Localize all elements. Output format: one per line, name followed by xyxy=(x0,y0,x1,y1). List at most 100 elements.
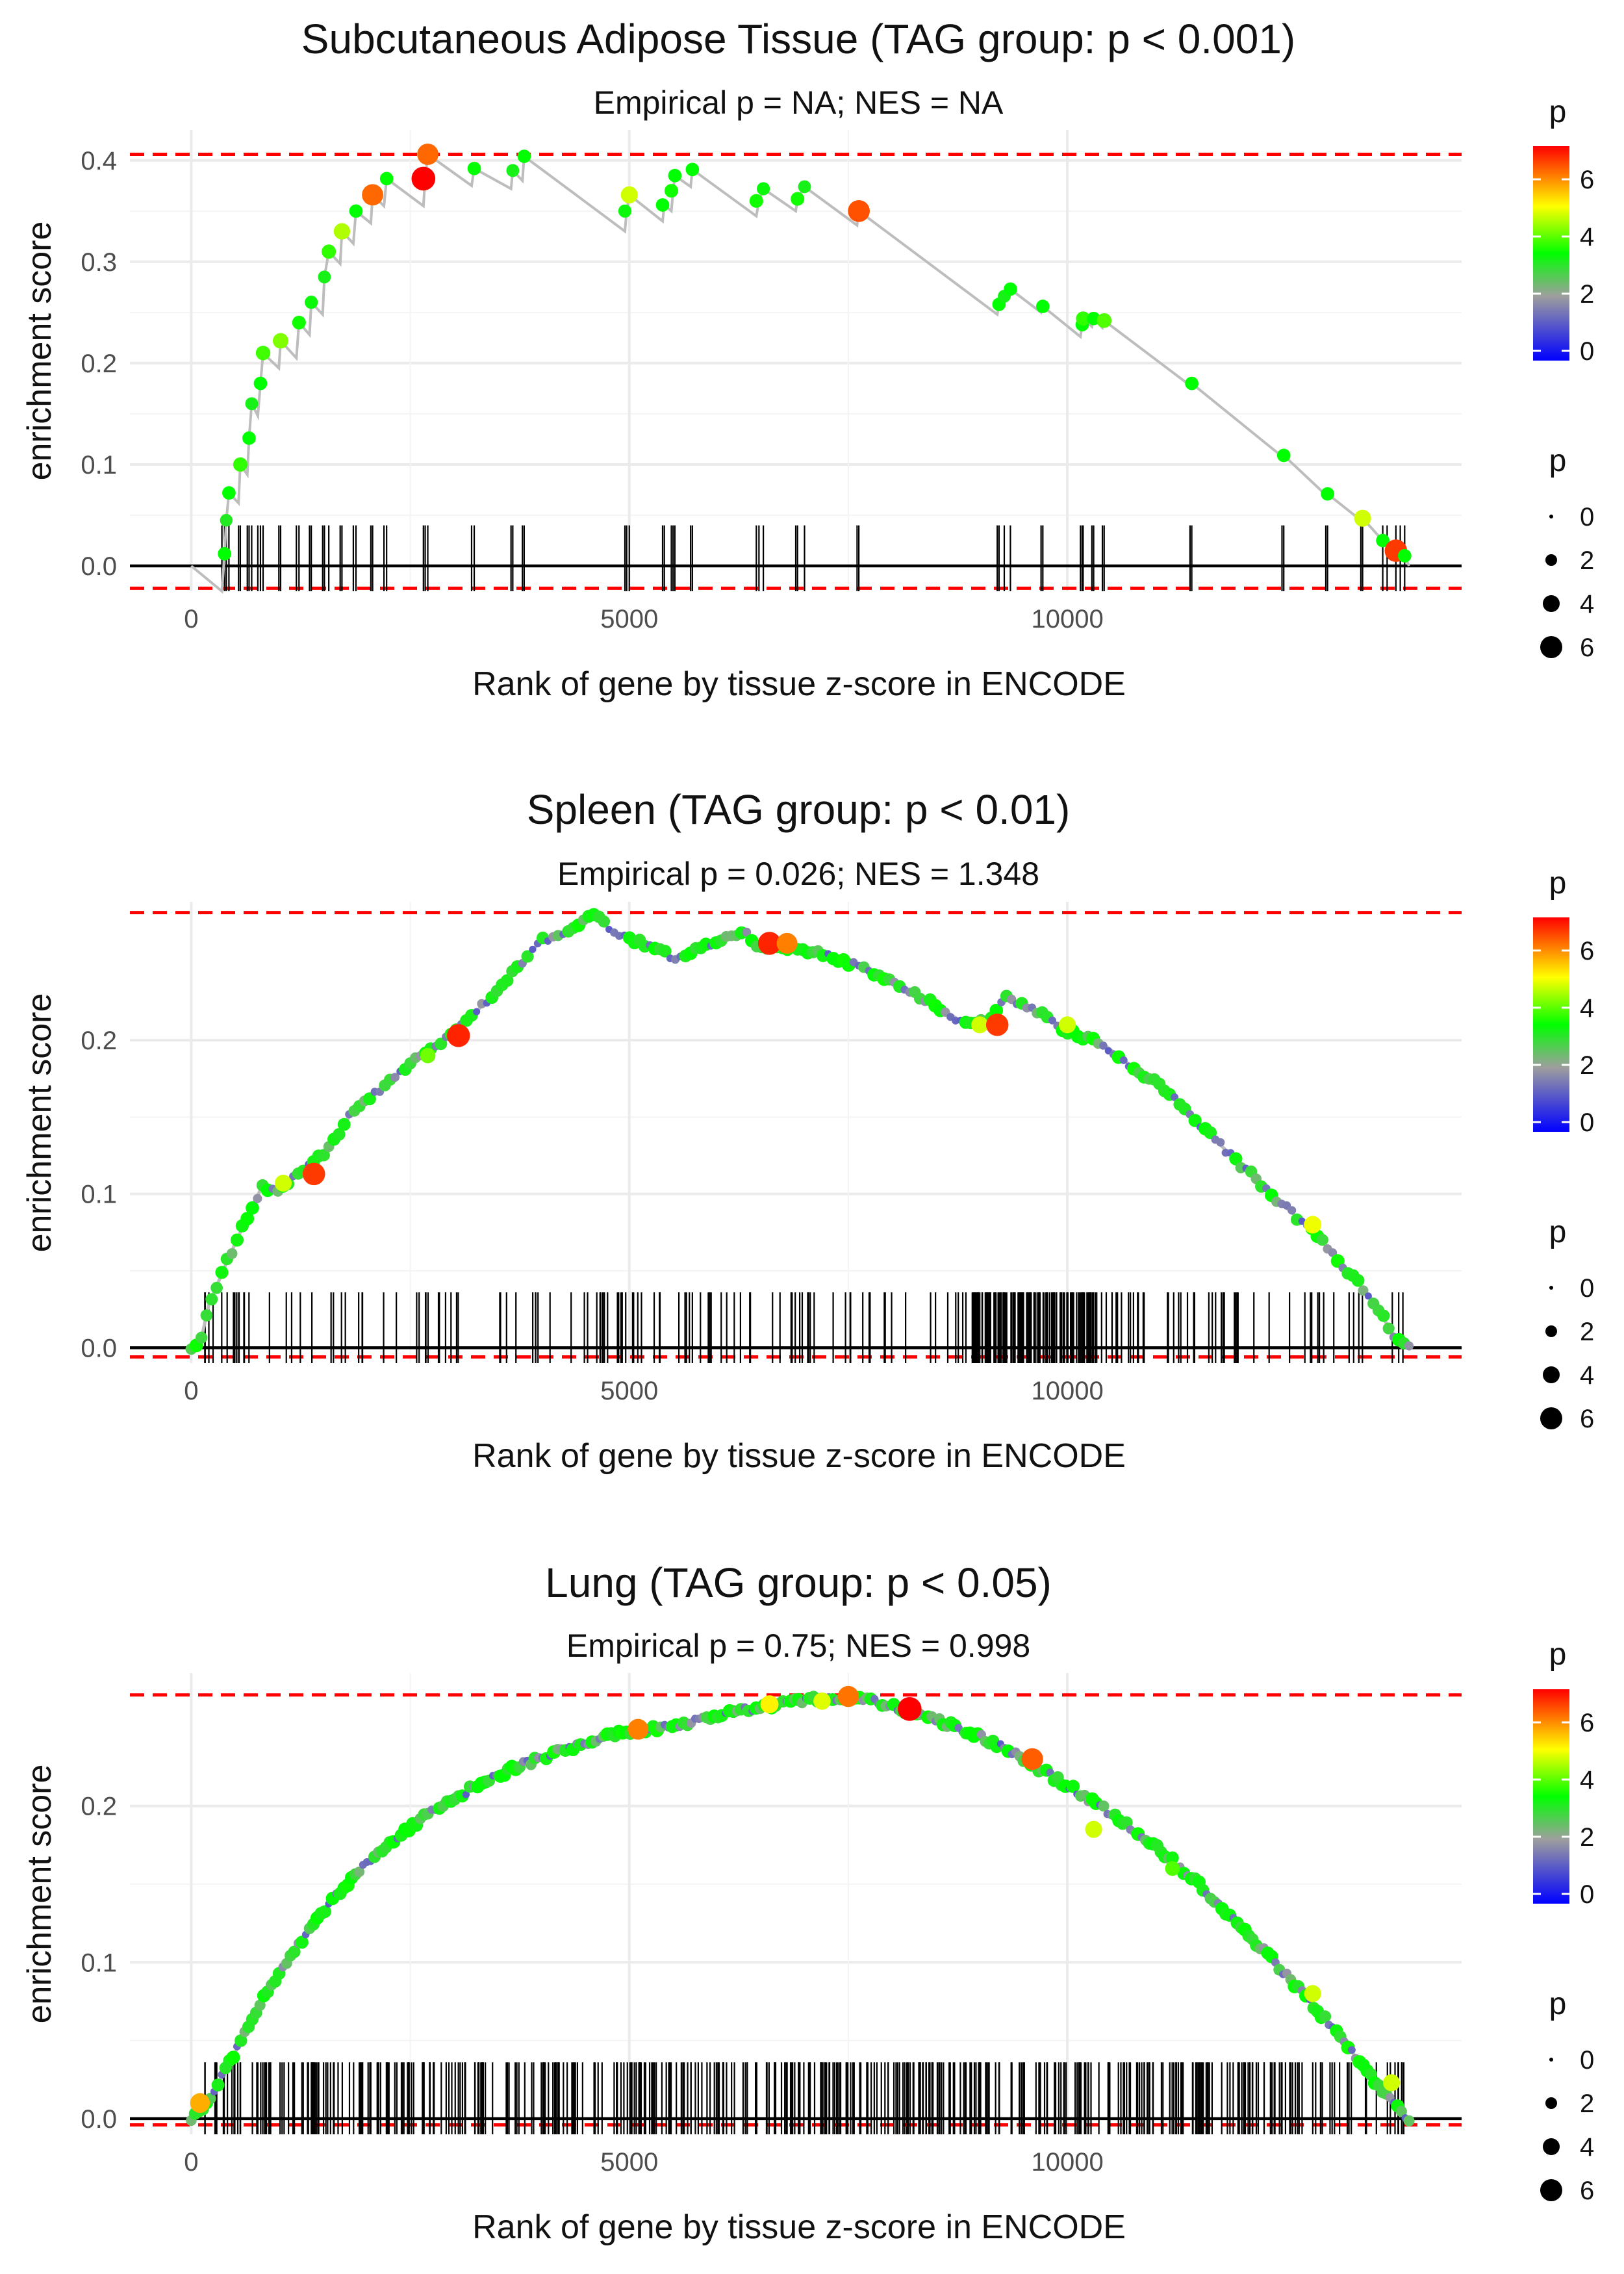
size-legend: p 0 2 4 6 xyxy=(1540,1987,1594,2205)
y-tick-label: 0.0 xyxy=(81,552,117,581)
size-legend-title: p xyxy=(1549,1215,1567,1249)
hit-point xyxy=(776,932,798,954)
hit-point xyxy=(218,546,232,561)
hit-point xyxy=(349,204,363,218)
hit-point xyxy=(317,1149,330,1162)
color-legend-label: 6 xyxy=(1580,1709,1594,1737)
size-legend-label: 0 xyxy=(1580,2046,1594,2075)
size-legend-label: 0 xyxy=(1580,503,1594,531)
hit-point xyxy=(1403,2115,1415,2127)
y-tick-label: 0.2 xyxy=(81,1027,117,1055)
size-legend-title: p xyxy=(1549,444,1567,478)
size-legend-dot xyxy=(1540,636,1562,658)
hit-point xyxy=(1165,1851,1179,1865)
hit-point xyxy=(655,198,670,212)
y-tick-label: 0.0 xyxy=(81,1334,117,1362)
hit-point xyxy=(1319,2010,1332,2023)
hit-point xyxy=(205,1293,218,1306)
hit-point xyxy=(685,162,700,177)
hit-point xyxy=(1316,1234,1328,1246)
hit-point xyxy=(245,397,259,411)
hit-point xyxy=(1229,1152,1243,1166)
y-tick-label: 0.3 xyxy=(81,248,117,277)
enrichment-trace xyxy=(190,151,1410,594)
hit-point xyxy=(1066,1780,1080,1793)
hit-point xyxy=(222,486,236,500)
hit-point xyxy=(1048,1016,1057,1025)
hit-point xyxy=(1185,376,1199,390)
size-legend-dot xyxy=(1540,2179,1562,2201)
size-legend-label: 2 xyxy=(1580,546,1594,575)
hit-point xyxy=(521,950,534,963)
color-legend-title: p xyxy=(1549,95,1567,129)
y-tick-label: 0.2 xyxy=(81,1793,117,1821)
hit-point xyxy=(230,1233,244,1247)
hit-point xyxy=(417,144,438,165)
hit-point xyxy=(760,1695,779,1714)
size-legend-dot xyxy=(1543,2138,1560,2155)
hit-point xyxy=(318,1905,332,1919)
hit-point xyxy=(322,244,336,259)
hit-point xyxy=(288,1945,301,1958)
hit-point xyxy=(1076,311,1091,326)
hit-point xyxy=(1383,2074,1401,2091)
hit-point xyxy=(989,1003,1004,1017)
color-bar xyxy=(1533,146,1569,361)
hit-point xyxy=(242,431,256,445)
hit-point xyxy=(813,1693,831,1710)
hit-point xyxy=(379,172,394,186)
size-legend-label: 2 xyxy=(1580,2089,1594,2118)
hit-point xyxy=(195,1331,208,1344)
plot-area: 0.0 0.1 0.2 0.3 0.4 0 5000 10000 xyxy=(81,130,1462,633)
hit-point xyxy=(1099,1041,1108,1050)
hit-point xyxy=(211,2078,225,2091)
size-legend: p 0 2 4 6 xyxy=(1540,1215,1594,1433)
size-legend-dot xyxy=(1545,2097,1557,2109)
hit-point xyxy=(302,1162,325,1186)
x-axis-title: Rank of gene by tissue z-score in ENCODE xyxy=(472,1437,1126,1475)
hit-point xyxy=(517,149,531,163)
y-axis-title: enrichment score xyxy=(21,1765,58,2024)
chart-subtitle: Empirical p = 0.75; NES = 0.998 xyxy=(566,1628,1030,1664)
hit-point xyxy=(1351,1273,1365,1287)
x-tick-label: 10000 xyxy=(1031,2148,1103,2177)
size-legend-dot xyxy=(1543,1366,1560,1383)
color-legend-label: 0 xyxy=(1580,1880,1594,1909)
hit-point xyxy=(447,1024,470,1047)
x-axis-title: Rank of gene by tissue z-score in ENCODE xyxy=(472,2208,1126,2246)
hit-point xyxy=(305,296,318,309)
size-legend-dot xyxy=(1540,1407,1562,1429)
hit-point xyxy=(1354,509,1371,527)
hit-point xyxy=(1397,549,1412,563)
x-tick-label: 0 xyxy=(184,2148,198,2177)
x-tick-label: 10000 xyxy=(1031,1377,1103,1405)
y-axis-title: enrichment score xyxy=(21,222,58,481)
color-legend-label: 0 xyxy=(1580,1108,1594,1137)
size-legend-label: 6 xyxy=(1580,2177,1594,2205)
color-legend-label: 4 xyxy=(1580,1766,1594,1795)
chart-title: Spleen (TAG group: p < 0.01) xyxy=(527,786,1071,833)
hit-point xyxy=(506,164,520,177)
size-legend-dot xyxy=(1549,2058,1553,2062)
hit-point xyxy=(1276,448,1291,463)
hit-point xyxy=(848,199,870,222)
size-legend-dot xyxy=(1549,515,1553,518)
hit-point xyxy=(1165,1861,1180,1876)
color-legend-label: 6 xyxy=(1580,166,1594,194)
hit-point xyxy=(420,1047,436,1064)
x-tick-label: 0 xyxy=(184,605,198,633)
hit-point xyxy=(272,333,289,349)
hit-point xyxy=(628,1718,649,1740)
hit-point xyxy=(1119,1056,1128,1064)
plot-area: 0.0 0.1 0.2 0 5000 10000 xyxy=(81,1673,1462,2177)
y-tick-label: 0.4 xyxy=(81,147,117,175)
size-legend-dot xyxy=(1545,554,1557,566)
panel-2: Spleen (TAG group: p < 0.01) Empirical p… xyxy=(21,786,1594,1475)
chart-title: Lung (TAG group: p < 0.05) xyxy=(545,1559,1052,1606)
hit-point xyxy=(1382,1322,1395,1335)
hit-point xyxy=(254,1999,266,2011)
hit-point xyxy=(246,1201,259,1215)
size-legend: p 0 2 4 6 xyxy=(1540,444,1594,662)
hit-point xyxy=(337,1118,351,1131)
